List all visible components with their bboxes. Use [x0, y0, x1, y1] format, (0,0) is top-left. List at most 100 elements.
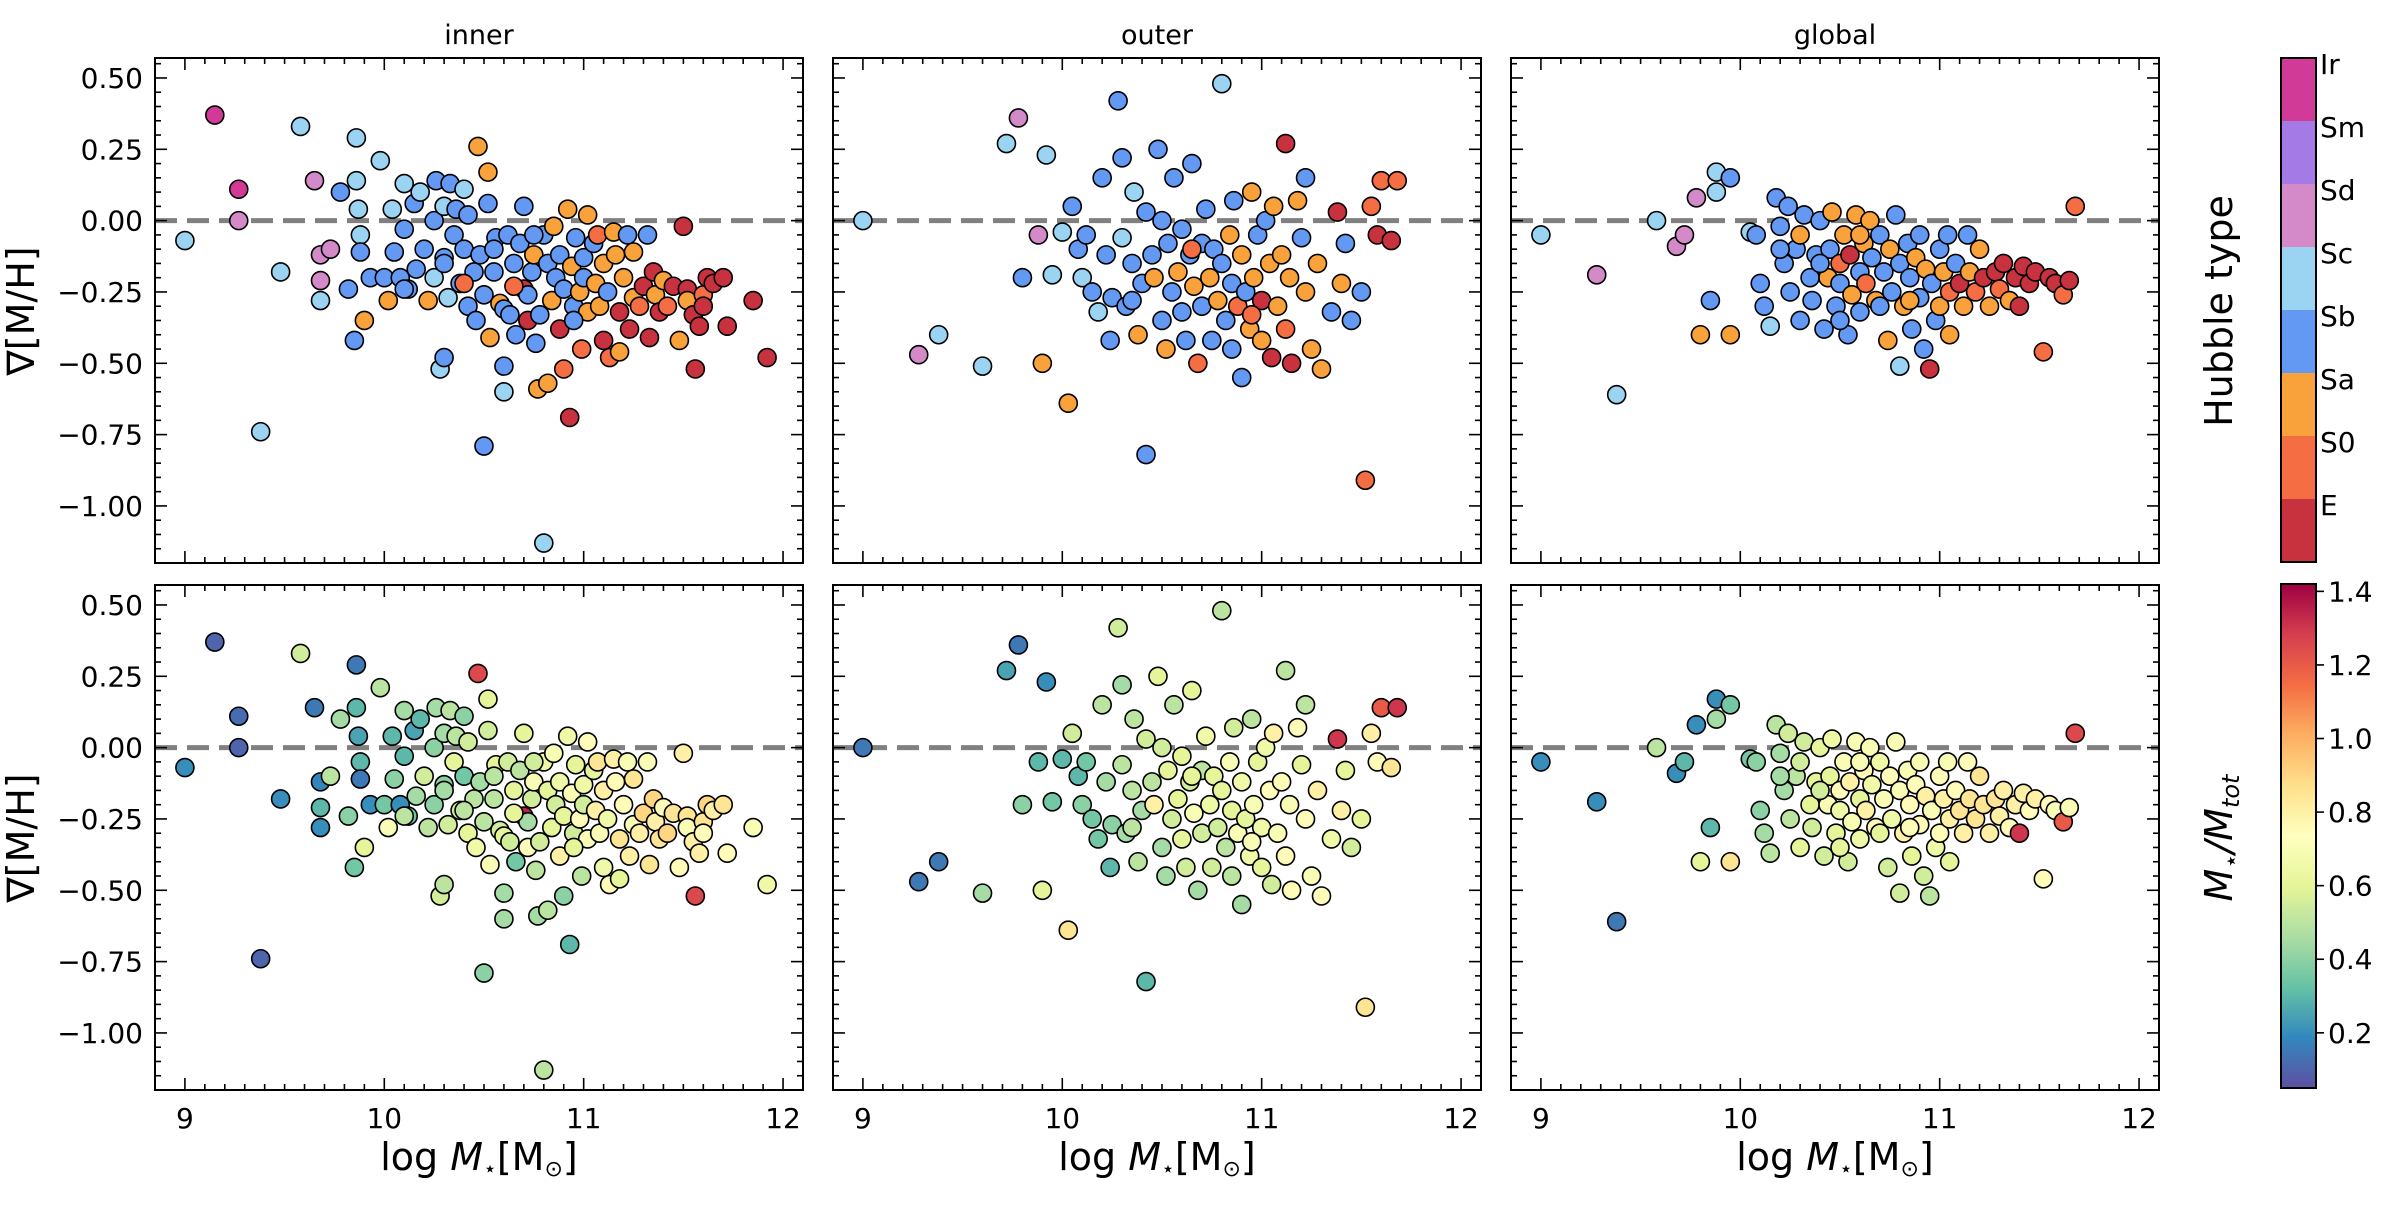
- data-point: [468, 136, 488, 157]
- data-point: [346, 655, 367, 675]
- data-point: [1850, 829, 1870, 849]
- data-point: [2009, 296, 2030, 317]
- data-point: [1870, 752, 1890, 772]
- data-point: [1008, 635, 1029, 655]
- data-point: [609, 302, 630, 322]
- data-point: [1221, 800, 1242, 821]
- data-point: [1241, 182, 1262, 202]
- data-point: [1979, 296, 2000, 317]
- data-point: [537, 373, 558, 394]
- data-point: [1686, 715, 1707, 735]
- data-point: [1778, 196, 1798, 217]
- data-point: [384, 242, 405, 262]
- hubble-type-label: E: [2320, 489, 2338, 522]
- data-point: [1929, 823, 1950, 844]
- data-point: [1172, 219, 1192, 239]
- data-point: [480, 327, 500, 348]
- y-tick-label: −0.75: [57, 419, 143, 452]
- data-point: [563, 837, 584, 858]
- data-point: [559, 407, 580, 428]
- data-point: [1184, 276, 1204, 297]
- data-point: [514, 196, 534, 217]
- data-point: [757, 874, 777, 895]
- data-point: [1108, 90, 1128, 111]
- data-point: [1100, 330, 1120, 351]
- hubble-type-label: Sc: [2320, 237, 2353, 270]
- data-point: [593, 857, 614, 878]
- data-point: [518, 812, 538, 832]
- y-tick-label: −1.00: [57, 490, 143, 523]
- data-point: [346, 697, 367, 718]
- data-point: [1215, 310, 1236, 331]
- data-point: [1223, 190, 1244, 211]
- data-point: [1874, 262, 1894, 282]
- data-point: [1993, 780, 2014, 801]
- data-point: [1028, 752, 1049, 772]
- data-point: [1301, 339, 1322, 359]
- data-point: [1919, 359, 1940, 379]
- data-point: [494, 382, 514, 402]
- panel-title-inner: inner: [444, 20, 514, 51]
- points: [853, 600, 1408, 1018]
- colorbar-tick-label: 1.4: [2328, 575, 2373, 608]
- data-point: [587, 752, 608, 772]
- data-point: [1770, 766, 1790, 786]
- data-point: [1295, 809, 1316, 829]
- data-point: [228, 706, 249, 727]
- data-point: [1168, 262, 1188, 282]
- data-point: [637, 752, 658, 772]
- x-axis-label-outer: log M⋆[M⊙]: [1058, 1135, 1255, 1182]
- data-point: [1152, 210, 1172, 231]
- data-point: [1012, 267, 1033, 288]
- data-point: [1674, 225, 1695, 245]
- data-point: [1939, 324, 1960, 345]
- data-point: [1901, 319, 1922, 339]
- data-point: [1790, 225, 1810, 245]
- data-point: [1335, 760, 1356, 781]
- data-point: [543, 743, 564, 764]
- data-point: [500, 304, 520, 325]
- data-point: [1042, 265, 1063, 285]
- data-point: [418, 290, 438, 311]
- data-point: [524, 225, 544, 245]
- data-point: [424, 267, 444, 288]
- data-point: [454, 273, 474, 294]
- data-point: [1842, 285, 1862, 305]
- data-point: [504, 276, 524, 297]
- data-point: [1860, 737, 1880, 758]
- data-point: [466, 310, 486, 331]
- data-point: [444, 225, 464, 245]
- colorbar-tick-label: 0.6: [2328, 870, 2373, 903]
- data-point: [2059, 270, 2080, 291]
- mass-ratio-colorbar-label: M⋆/Mtot: [2197, 773, 2245, 902]
- data-point: [1212, 600, 1232, 621]
- data-point: [1899, 267, 1920, 288]
- data-point: [500, 831, 520, 852]
- data-point: [1052, 222, 1073, 242]
- data-point: [1058, 393, 1079, 414]
- data-point: [1674, 752, 1695, 772]
- data-point: [1321, 302, 1342, 322]
- data-point: [1939, 851, 1960, 872]
- points: [853, 73, 1408, 491]
- data-point: [1307, 253, 1328, 274]
- data-point: [1058, 920, 1079, 941]
- data-point: [394, 700, 415, 721]
- data-point: [1221, 273, 1242, 294]
- data-point: [1646, 737, 1667, 758]
- data-point: [1850, 752, 1870, 772]
- data-point: [1136, 729, 1156, 749]
- data-point: [996, 133, 1017, 154]
- data-point: [1822, 202, 1842, 222]
- data-point: [1606, 384, 1627, 405]
- data-point: [853, 210, 873, 231]
- x-axis-label-inner: log M⋆[M⊙]: [380, 1135, 577, 1182]
- data-point: [1770, 743, 1790, 764]
- data-point: [1076, 225, 1097, 245]
- y-tick-label: −0.25: [57, 803, 143, 836]
- data-point: [524, 772, 544, 792]
- data-point: [1720, 324, 1741, 345]
- data-point: [1937, 752, 1958, 772]
- data-point: [1880, 239, 1900, 259]
- data-point: [2065, 196, 2086, 217]
